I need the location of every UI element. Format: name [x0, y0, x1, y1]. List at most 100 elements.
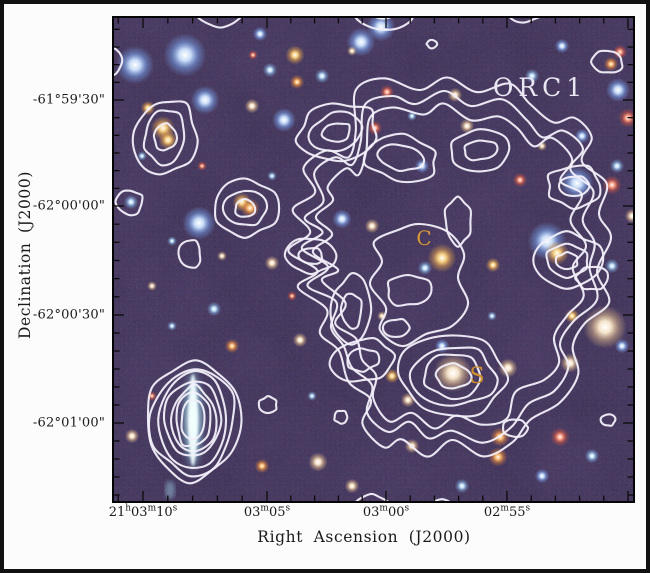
star: [267, 171, 277, 181]
star: [115, 45, 155, 85]
contour-line: [599, 413, 617, 427]
contour-line: [234, 198, 257, 218]
star: [606, 78, 630, 102]
contour-line: [354, 492, 391, 503]
x-axis-title: Right Ascension (J2000): [257, 528, 471, 546]
contour-line: [320, 122, 351, 143]
contour-line: [328, 337, 397, 383]
star: [485, 257, 501, 273]
orc1-label: ORC1: [493, 73, 587, 102]
star: [427, 243, 457, 273]
star: [197, 161, 207, 171]
contour-line: [157, 370, 228, 469]
star: [244, 98, 260, 114]
star: [147, 281, 157, 291]
contour-line: [333, 409, 349, 425]
star: [285, 45, 305, 65]
star: [584, 448, 600, 464]
contour-line: [329, 272, 373, 346]
contour-line: [283, 237, 338, 276]
contour-line: [430, 498, 453, 503]
contour-line: [175, 391, 212, 448]
source-s-label: S: [469, 364, 484, 389]
contour-line: [554, 251, 579, 271]
star: [254, 458, 270, 474]
star: [400, 392, 416, 408]
star: [332, 209, 352, 229]
axis-ticks: [114, 18, 633, 501]
contour-line: [297, 246, 324, 265]
contour-line: [368, 222, 470, 348]
contour-line: [311, 102, 588, 430]
star: [167, 236, 177, 246]
star: [384, 368, 400, 384]
sky-map-canvas: ORC1 C S: [112, 16, 635, 503]
star: [603, 56, 619, 72]
star: [487, 311, 497, 321]
star: [604, 258, 620, 274]
contour-line: [443, 195, 472, 248]
contour-line: [214, 177, 281, 239]
y-tick-label: -62°01'00": [32, 415, 105, 431]
star: [612, 44, 628, 60]
star: [454, 478, 470, 494]
y-tick-label: -61°59'30": [32, 92, 105, 108]
contour-line: [408, 346, 499, 407]
contour-line: [376, 143, 426, 173]
x-tick-label: 03m00s: [362, 503, 410, 520]
contour-line: [396, 334, 510, 418]
star: [264, 255, 280, 271]
contour-line: [532, 230, 605, 290]
galaxy-core: [188, 374, 198, 466]
contour-line: [590, 49, 624, 74]
star: [347, 46, 357, 56]
contour-line: [170, 383, 218, 453]
contour-line: [221, 189, 269, 227]
contour-line: [574, 265, 609, 291]
star: [609, 158, 625, 174]
star: [433, 353, 473, 393]
star: [545, 241, 569, 265]
x-tick-label: 21h03m10s: [108, 503, 178, 520]
contour-line: [546, 164, 602, 211]
contour-line: [177, 239, 202, 269]
star: [307, 391, 317, 401]
contour-line: [557, 175, 591, 197]
x-tick-label: 02m55s: [483, 503, 531, 520]
contour-line: [362, 132, 437, 184]
contour-line: [131, 100, 199, 176]
star: [459, 118, 475, 134]
star: [163, 33, 207, 77]
star: [206, 301, 222, 317]
star: [224, 338, 240, 354]
contour-line: [507, 16, 543, 24]
contour-line: [142, 109, 186, 167]
contour-line: [147, 368, 236, 478]
contour-line: [300, 89, 599, 444]
star: [217, 251, 227, 261]
star: [262, 62, 278, 78]
y-tick-label: -62°00'00": [32, 198, 105, 214]
star: [167, 321, 177, 331]
y-tick-label: -62°00'30": [32, 307, 105, 323]
contour-line: [294, 102, 378, 163]
star: [123, 194, 139, 210]
star: [512, 172, 528, 188]
contour-line: [180, 399, 206, 441]
star: [190, 85, 220, 115]
contour-line: [257, 395, 278, 415]
star: [344, 478, 360, 494]
contour-line: [339, 292, 363, 330]
contour-line: [381, 318, 411, 338]
contour-line: [502, 418, 530, 438]
star: [248, 50, 258, 60]
star: [292, 332, 308, 348]
star: [367, 120, 383, 136]
contour-line: [386, 273, 433, 307]
star: [550, 427, 570, 447]
x-tick-label: 03m05s: [243, 503, 291, 520]
star: [624, 208, 635, 224]
contour-line: [287, 76, 613, 458]
star: [124, 428, 140, 444]
star: [524, 68, 540, 84]
